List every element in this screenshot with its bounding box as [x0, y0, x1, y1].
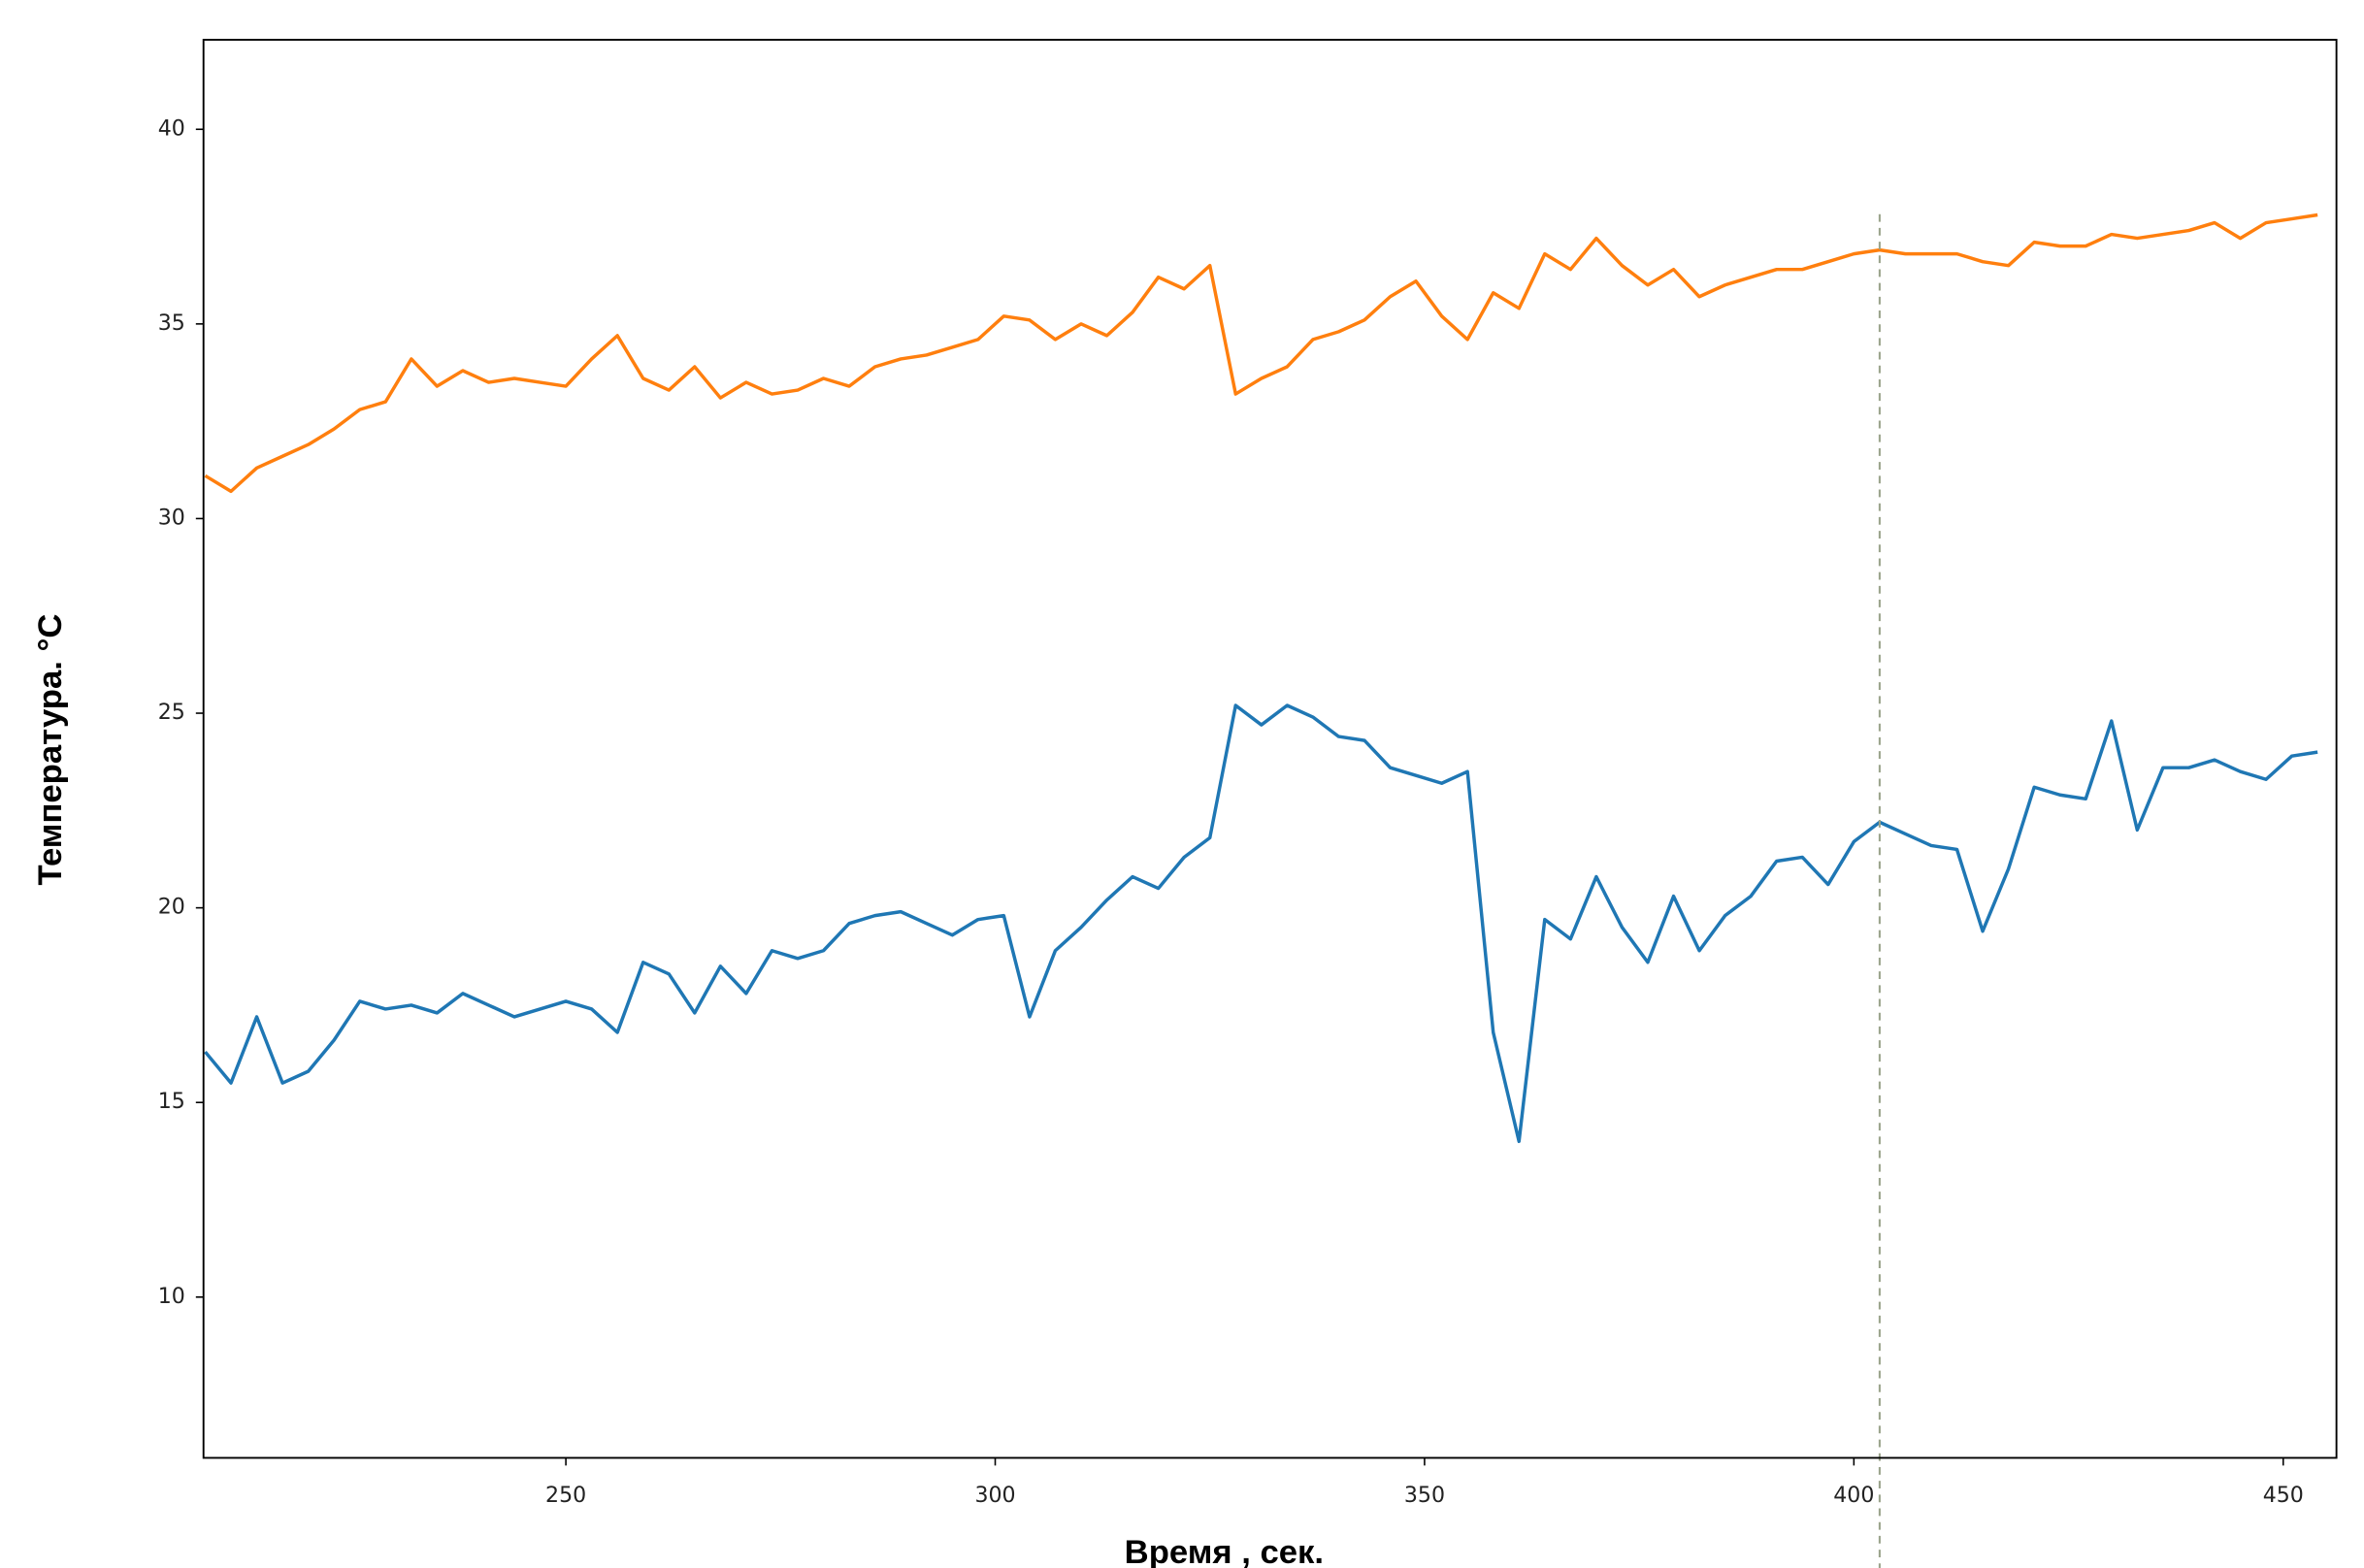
- plot-frame: [202, 39, 2338, 1459]
- y-tick-label: 35: [158, 311, 185, 336]
- y-tick-label: 20: [158, 896, 185, 920]
- x-axis-label: Время , сек.: [1125, 1534, 1324, 1568]
- x-tick-label: 400: [1833, 1484, 1874, 1508]
- y-tick-label: 30: [158, 506, 185, 530]
- x-tick-label: 250: [545, 1484, 586, 1508]
- x-tick-label: 450: [2263, 1484, 2304, 1508]
- y-tick-label: 25: [158, 701, 185, 725]
- x-tick-label: 300: [974, 1484, 1015, 1508]
- y-axis-label: Температура. °C: [32, 614, 69, 886]
- y-tick-label: 15: [158, 1090, 185, 1114]
- y-tick-label: 10: [158, 1285, 185, 1309]
- y-tick-label: 40: [158, 116, 185, 141]
- x-tick-label: 350: [1404, 1484, 1445, 1508]
- series-line: [204, 703, 2318, 1144]
- series-line: [204, 212, 2318, 494]
